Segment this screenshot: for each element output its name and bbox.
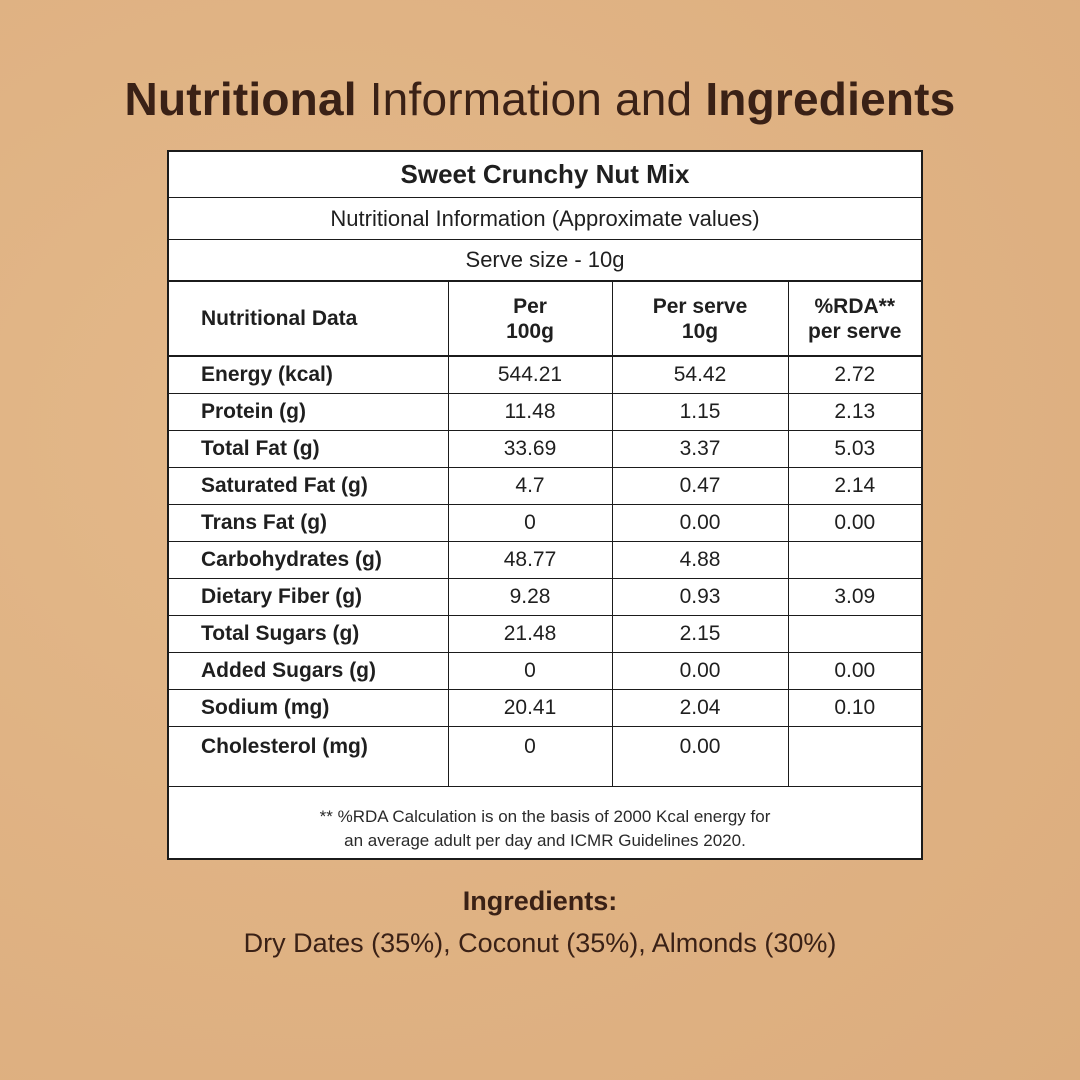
row-per100: 21.48 (448, 615, 613, 653)
header-per-100g-line2: 100g (506, 319, 554, 343)
row-per100: 11.48 (448, 393, 613, 431)
headline-light: Information and (356, 73, 706, 125)
table-subtitle: Nutritional Information (Approximate val… (169, 198, 921, 240)
row-per100: 4.7 (448, 467, 613, 505)
row-label: Energy (kcal) (169, 356, 449, 394)
header-nutritional-data: Nutritional Data (169, 282, 449, 357)
row-perserve: 0.93 (612, 578, 789, 616)
row-per100: 9.28 (448, 578, 613, 616)
row-rda: 2.72 (788, 356, 921, 394)
row-perserve: 54.42 (612, 356, 789, 394)
table-row: Trans Fat (g) 0 0.00 0.00 (169, 504, 921, 542)
nutrition-grid: Nutritional Data Per 100g Per serve 10g … (169, 282, 921, 787)
ingredients-title: Ingredients: (462, 886, 618, 916)
header-row: Nutritional Data Per 100g Per serve 10g … (169, 282, 921, 357)
headline-bold-2: Ingredients (705, 73, 956, 125)
table-row: Energy (kcal) 544.21 54.42 2.72 (169, 356, 921, 394)
header-per-100g-line1: Per (513, 294, 547, 318)
row-rda (788, 541, 921, 579)
row-perserve: 0.47 (612, 467, 789, 505)
rda-footnote-line1: ** %RDA Calculation is on the basis of 2… (319, 807, 771, 826)
page-headline: Nutritional Information and Ingredients (0, 72, 1080, 126)
table-row: Total Sugars (g) 21.48 2.15 (169, 615, 921, 653)
header-per-serve-line2: 10g (681, 319, 719, 343)
row-perserve: 2.15 (612, 615, 789, 653)
row-rda: 3.09 (788, 578, 921, 616)
row-rda (788, 726, 921, 787)
row-label: Cholesterol (mg) (169, 726, 449, 787)
header-rda-line2: per serve (808, 319, 902, 343)
row-per100: 33.69 (448, 430, 613, 468)
table-row: Carbohydrates (g) 48.77 4.88 (169, 541, 921, 579)
headline-bold-1: Nutritional (124, 73, 357, 125)
row-rda: 0.00 (788, 652, 921, 690)
row-label: Total Sugars (g) (169, 615, 449, 653)
table-row: Total Fat (g) 33.69 3.37 5.03 (169, 430, 921, 468)
rda-footnote-line2: an average adult per day and ICMR Guidel… (344, 831, 746, 850)
row-per100: 0 (448, 504, 613, 542)
table-row: Saturated Fat (g) 4.7 0.47 2.14 (169, 467, 921, 505)
row-label: Added Sugars (g) (169, 652, 449, 690)
row-perserve: 2.04 (612, 689, 789, 727)
ingredients-list: Dry Dates (35%), Coconut (35%), Almonds … (243, 928, 837, 958)
nutrition-table: Sweet Crunchy Nut Mix Nutritional Inform… (167, 150, 923, 860)
product-name: Sweet Crunchy Nut Mix (169, 152, 921, 198)
header-rda: %RDA** per serve (788, 282, 921, 357)
row-rda: 0.00 (788, 504, 921, 542)
row-per100: 0 (448, 726, 613, 787)
table-row: Dietary Fiber (g) 9.28 0.93 3.09 (169, 578, 921, 616)
row-label: Sodium (mg) (169, 689, 449, 727)
header-per-serve: Per serve 10g (612, 282, 789, 357)
table-row: Protein (g) 11.48 1.15 2.13 (169, 393, 921, 431)
row-perserve: 0.00 (612, 504, 789, 542)
header-rda-line1: %RDA** (814, 294, 895, 318)
header-per-serve-line1: Per serve (652, 294, 748, 318)
row-perserve: 0.00 (612, 652, 789, 690)
row-per100: 0 (448, 652, 613, 690)
table-row: Sodium (mg) 20.41 2.04 0.10 (169, 689, 921, 727)
row-rda: 2.14 (788, 467, 921, 505)
row-rda: 0.10 (788, 689, 921, 727)
row-rda: 2.13 (788, 393, 921, 431)
row-perserve: 0.00 (612, 726, 789, 787)
rda-footnote: ** %RDA Calculation is on the basis of 2… (169, 787, 921, 853)
row-perserve: 4.88 (612, 541, 789, 579)
row-label: Carbohydrates (g) (169, 541, 449, 579)
row-per100: 20.41 (448, 689, 613, 727)
row-label: Saturated Fat (g) (169, 467, 449, 505)
row-per100: 544.21 (448, 356, 613, 394)
serve-size: Serve size - 10g (169, 240, 921, 282)
row-label: Dietary Fiber (g) (169, 578, 449, 616)
row-per100: 48.77 (448, 541, 613, 579)
row-label: Trans Fat (g) (169, 504, 449, 542)
table-row: Cholesterol (mg) 0 0.00 (169, 726, 921, 787)
table-row: Added Sugars (g) 0 0.00 0.00 (169, 652, 921, 690)
row-rda (788, 615, 921, 653)
row-rda: 5.03 (788, 430, 921, 468)
row-label: Total Fat (g) (169, 430, 449, 468)
row-perserve: 3.37 (612, 430, 789, 468)
row-label: Protein (g) (169, 393, 449, 431)
header-per-100g: Per 100g (448, 282, 613, 357)
row-perserve: 1.15 (612, 393, 789, 431)
